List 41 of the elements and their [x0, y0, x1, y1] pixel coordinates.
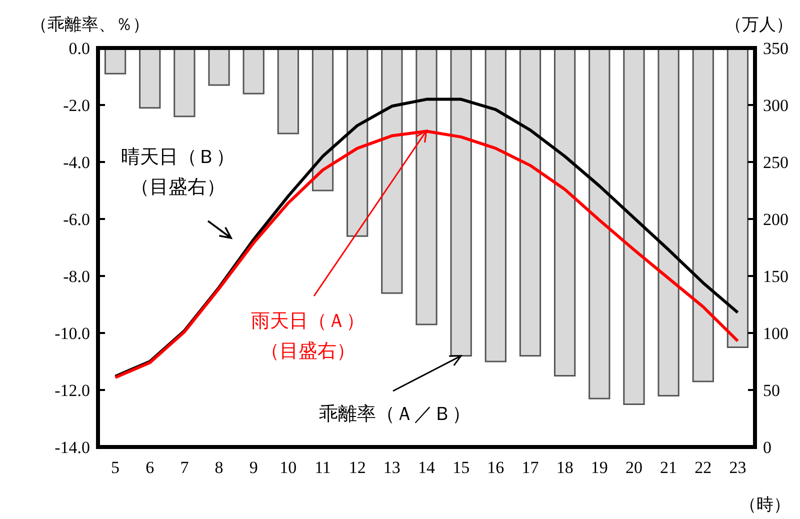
x-tick-label: 8 [214, 458, 224, 477]
annotation: 雨天日（Ａ）（目盛右） [251, 311, 365, 362]
annotation: 乖離率（Ａ／Ｂ） [319, 403, 471, 425]
y-tick-label: 0.0 [68, 38, 90, 58]
y2-tick-label: 300 [763, 96, 788, 115]
x-tick-label: 11 [314, 458, 331, 477]
y2-tick-label: 350 [763, 38, 788, 58]
x-tick-label: 6 [146, 458, 154, 477]
x-tick-label: 17 [522, 458, 540, 477]
y2-tick-label: 150 [763, 266, 788, 286]
x-tick-label: 9 [249, 458, 258, 477]
y-tick-label: -8.0 [63, 266, 90, 286]
x-tick-label: 15 [452, 458, 470, 477]
y-tick-label: -12.0 [54, 380, 90, 400]
x-tick-label: 21 [660, 458, 678, 477]
x-tick-label: 10 [280, 458, 297, 477]
y-tick-label: -2.0 [63, 96, 90, 115]
y-tick-label: -14.0 [54, 438, 90, 457]
y2-tick-label: 200 [763, 210, 788, 229]
x-tick-label: 20 [625, 458, 642, 477]
y2-tick-label: 0 [763, 438, 772, 457]
y2-tick-label: 50 [763, 380, 780, 400]
x-tick-label: 18 [556, 458, 574, 477]
x-tick-label: 5 [111, 458, 120, 477]
x-axis-title: （時） [740, 495, 790, 514]
x-tick-label: 13 [383, 458, 400, 477]
x-tick-label: 19 [590, 458, 608, 477]
annotation: 晴天日（Ｂ）（目盛右） [121, 147, 235, 198]
y2-tick-label: 100 [763, 324, 788, 343]
x-tick-label: 16 [487, 458, 504, 477]
y-tick-label: -10.0 [54, 324, 90, 343]
y-tick-label: -4.0 [63, 152, 90, 172]
y2-axis-title: （万人） [725, 15, 793, 34]
x-tick-label: 22 [694, 458, 712, 477]
x-tick-label: 23 [729, 458, 746, 477]
y-axis-title: （乖離率、％） [30, 15, 150, 34]
x-tick-label: 7 [180, 458, 190, 477]
x-tick-label: 12 [348, 458, 366, 477]
x-tick-label: 14 [418, 458, 436, 477]
y-tick-label: -6.0 [63, 210, 90, 229]
y2-tick-label: 250 [763, 152, 788, 172]
